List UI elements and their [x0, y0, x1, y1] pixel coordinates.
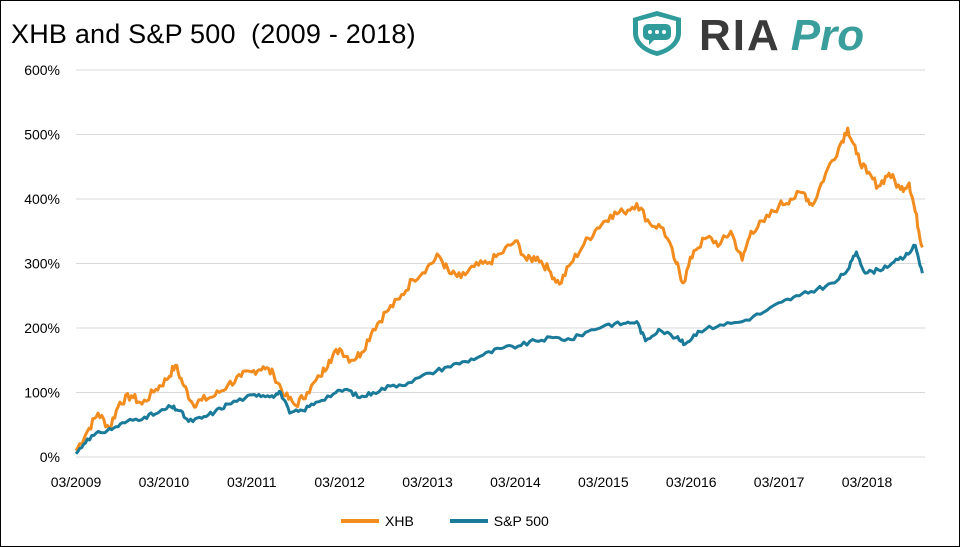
y-axis: 0% 100% 200% 300% 400% 500% 600% — [24, 62, 60, 465]
x-tick-label: 03/2016 — [666, 474, 717, 490]
series-line-sp500 — [74, 243, 924, 455]
legend-item-xhb: XHB — [341, 513, 414, 529]
y-tick-label: 0% — [40, 449, 60, 465]
x-tick-label: 03/2014 — [490, 474, 541, 490]
x-axis: 03/2009 03/2010 03/2011 03/2012 03/2013 03/20… — [51, 474, 893, 490]
legend-swatch-sp500 — [449, 519, 488, 523]
x-tick-label: 03/2018 — [842, 474, 893, 490]
x-tick-label: 03/2009 — [51, 474, 102, 490]
shield-chat-icon — [633, 11, 681, 56]
logo-ria-text: RIA — [699, 11, 781, 60]
y-tick-label: 200% — [24, 320, 60, 336]
legend-label-sp500: S&P 500 — [493, 513, 549, 529]
chart-title: XHB and S&P 500 (2009 - 2018) — [11, 19, 416, 49]
y-tick-label: 100% — [24, 385, 60, 401]
y-tick-label: 600% — [24, 62, 60, 78]
y-tick-label: 400% — [24, 191, 60, 207]
series-lines — [74, 126, 924, 455]
legend-item-sp500: S&P 500 — [449, 513, 549, 529]
x-tick-label: 03/2010 — [139, 474, 190, 490]
y-tick-label: 300% — [24, 256, 60, 272]
series-line-xhb — [74, 126, 924, 452]
x-tick-label: 03/2013 — [402, 474, 453, 490]
x-tick-label: 03/2011 — [227, 474, 277, 490]
x-tick-label: 03/2015 — [578, 474, 629, 490]
legend-swatch-xhb — [341, 519, 379, 523]
ria-pro-logo: RIA Pro — [629, 9, 929, 60]
x-tick-label: 03/2017 — [754, 474, 805, 490]
logo-pro-text: Pro — [790, 11, 865, 60]
legend: XHB S&P 500 — [341, 513, 585, 529]
legend-label-xhb: XHB — [385, 513, 414, 529]
gridlines — [76, 69, 925, 458]
y-tick-label: 500% — [24, 127, 60, 143]
x-tick-label: 03/2012 — [314, 474, 365, 490]
